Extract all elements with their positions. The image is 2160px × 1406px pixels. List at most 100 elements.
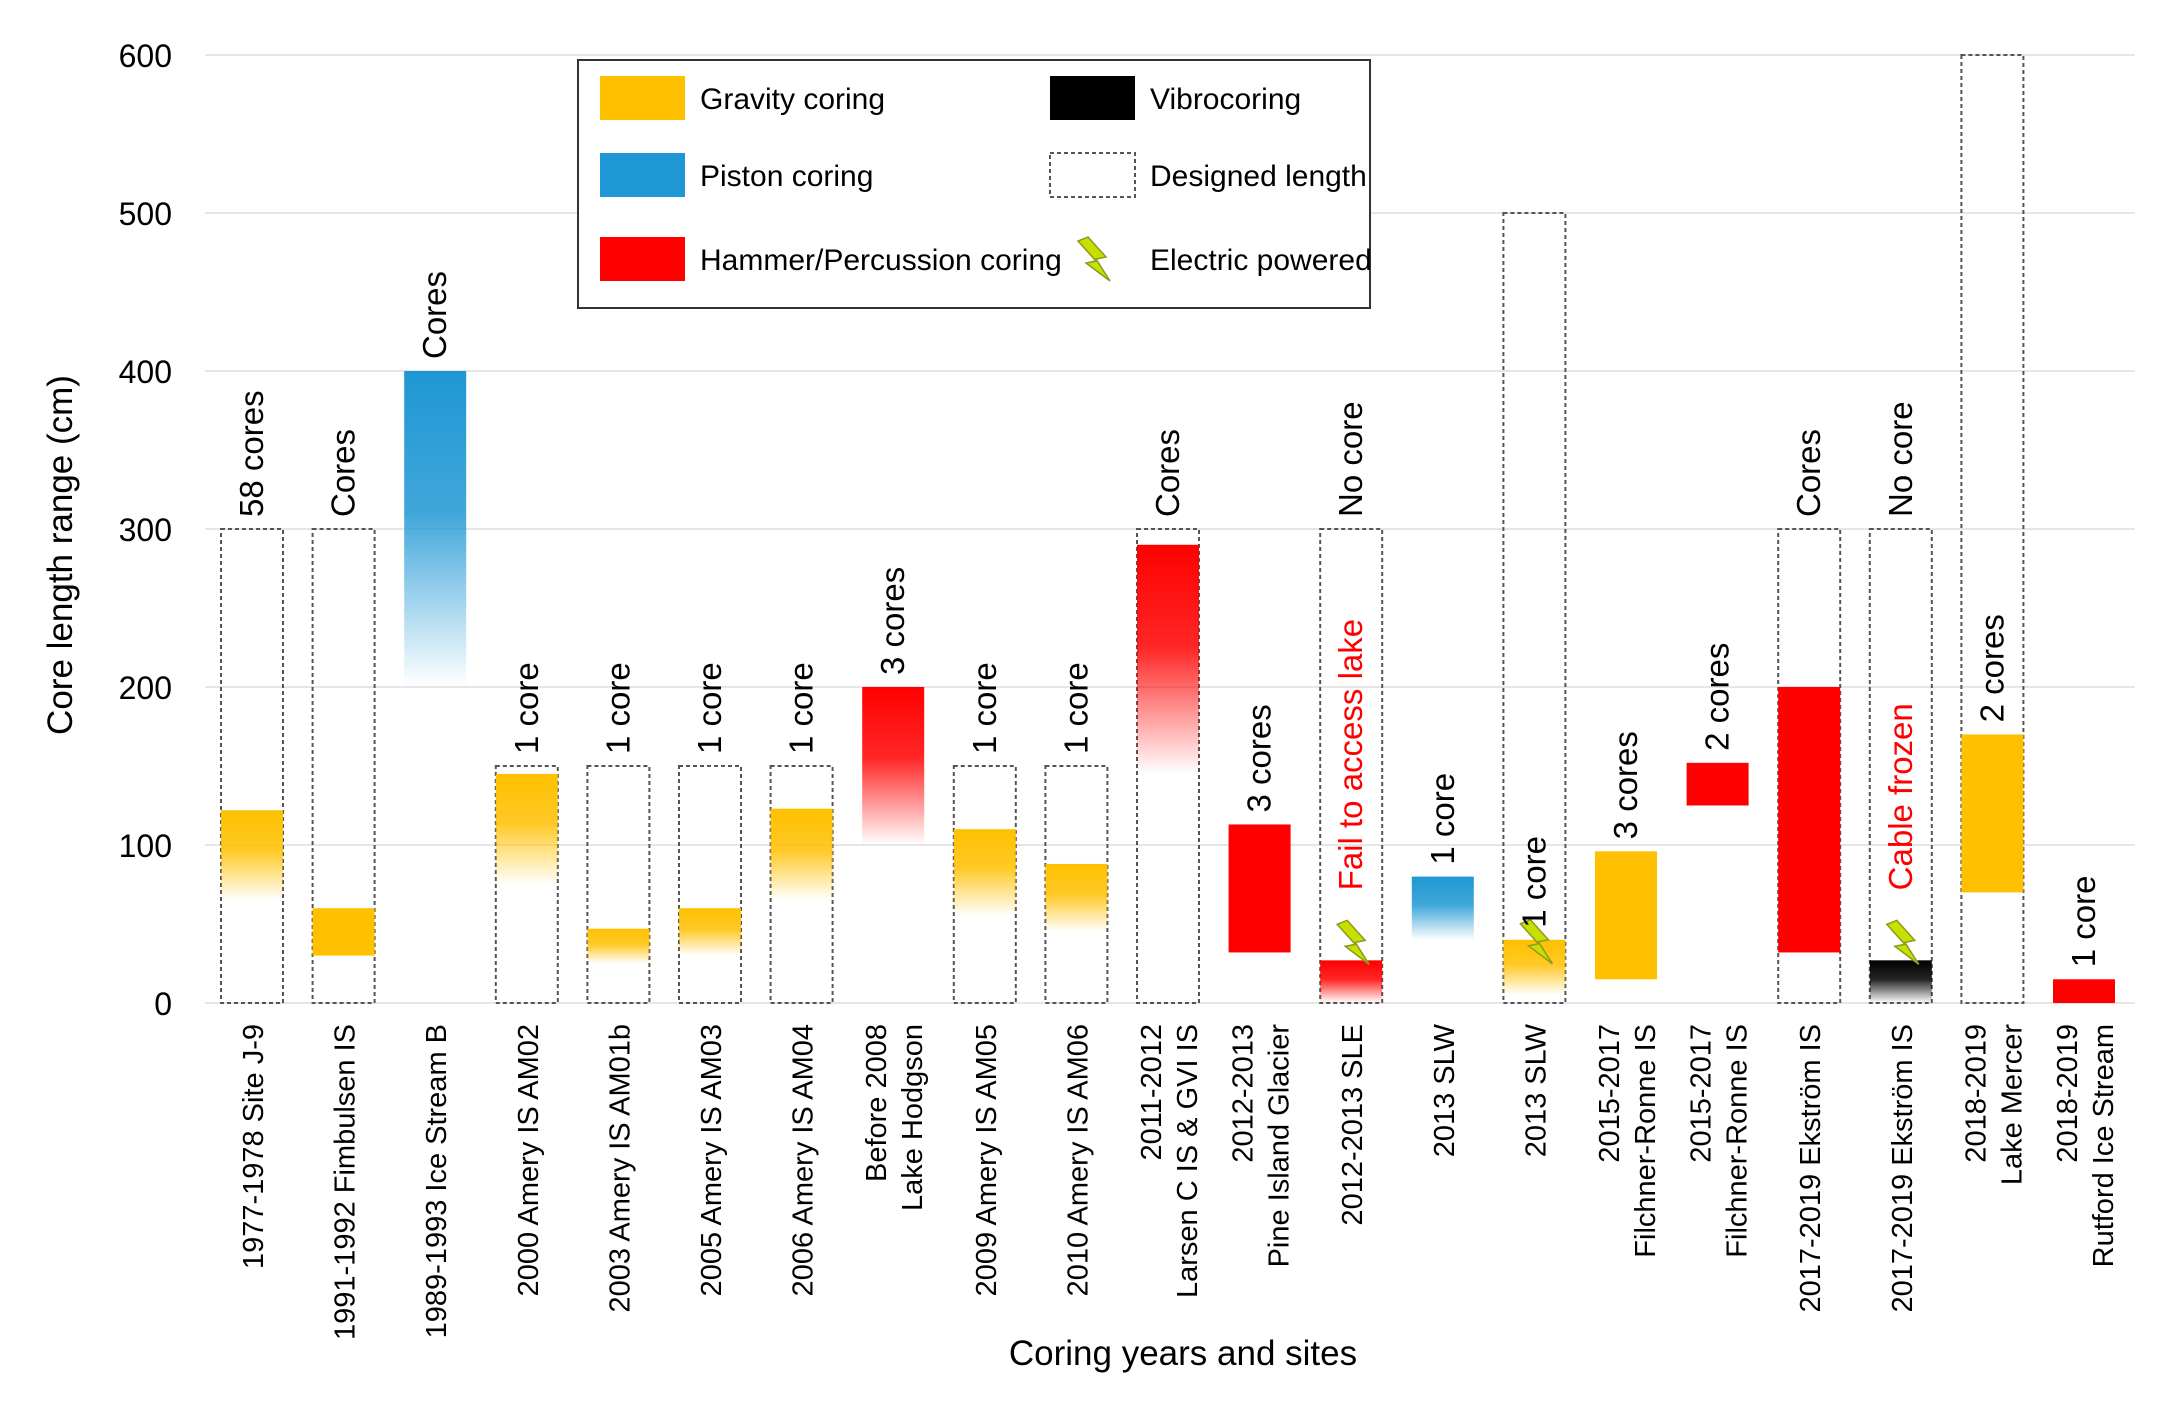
y-tick-label: 600: [119, 38, 172, 74]
bar-label: 1 core: [691, 662, 728, 754]
bar-label: 1 core: [508, 662, 545, 754]
x-tick-label: Lake Mercer: [1996, 1024, 2028, 1186]
bar-gravity: [770, 808, 833, 901]
y-tick-label: 300: [119, 512, 172, 548]
bar-piston: [1411, 876, 1474, 940]
bar-label: 2 cores: [1973, 614, 2010, 722]
y-tick-label: 500: [119, 196, 172, 232]
x-tick-label: Filchner-Ronne IS: [1630, 1024, 1662, 1258]
x-tick-label: 2012-2013: [1228, 1024, 1260, 1163]
x-tick-label: 2013 SLW: [1429, 1023, 1461, 1157]
bar-label: No core: [1882, 401, 1919, 517]
x-tick-label: 2018-2019: [1960, 1024, 1992, 1163]
bar-labels: 58 cores Cores Cores 1 core 1 core 1 core 1 co…: [233, 271, 2102, 967]
bar-label: Cores: [1149, 429, 1186, 517]
x-tick-label: Larsen C IS & GVI IS: [1172, 1024, 1204, 1298]
x-tick-label: 2011-2012: [1136, 1024, 1168, 1161]
designed-length-box: [1960, 54, 2025, 1004]
bar-label: 1 core: [966, 662, 1003, 754]
electric-icon: [1885, 919, 1920, 965]
bar-label: 3 cores: [1607, 731, 1644, 839]
x-tick-label: 2010 Amery IS AM06: [1062, 1024, 1094, 1296]
bar-label: No core: [1332, 401, 1369, 517]
y-axis: 0 100 200 300 400 500 600: [119, 38, 172, 1022]
legend-label-vibro: Vibrocoring: [1150, 83, 1301, 116]
bar-label: 58 cores: [233, 390, 270, 517]
bar-label: 1 core: [1515, 836, 1552, 928]
bar-gravity: [587, 928, 650, 964]
bar-hammer: [2053, 979, 2115, 1003]
bar-status-label: Fail to access lake: [1332, 619, 1369, 890]
x-tick-label: Filchner-Ronne IS: [1722, 1024, 1754, 1258]
x-axis-title: Coring years and sites: [1009, 1334, 1357, 1373]
legend: Gravity coring Vibrocoring Piston coring De…: [577, 59, 1372, 309]
y-tick-label: 400: [119, 354, 172, 390]
bar-gravity: [953, 829, 1016, 917]
bar-label: 3 cores: [874, 567, 911, 675]
x-tick-label: 2012-2013 SLE: [1337, 1024, 1369, 1226]
bar-gravity: [679, 908, 741, 956]
bar-label: 1 core: [599, 662, 636, 754]
designed-length-box: [311, 528, 376, 1004]
bar-label: 2 cores: [1699, 643, 1736, 751]
legend-label-piston: Piston coring: [700, 160, 873, 193]
x-tick-labels: 1977-1978 Site J-9 1991-1992 Fimbulsen IS…: [238, 1023, 2120, 1340]
bar-gravity: [1045, 863, 1108, 932]
bar-piston: [404, 371, 467, 687]
bar-label: Cores: [1790, 429, 1827, 517]
y-tick-label: 100: [119, 828, 172, 864]
legend-label-electric: Electric powered: [1150, 244, 1372, 277]
x-tick-label: Lake Hodgson: [897, 1024, 929, 1211]
x-tick-label: 1989-1993 Ice Stream B: [421, 1024, 453, 1338]
x-tick-label: 2013 SLW: [1520, 1023, 1552, 1157]
bar-hammer: [862, 687, 925, 845]
x-tick-label: 2017-2019 Ekström IS: [1887, 1024, 1919, 1313]
x-tick-label: 1977-1978 Site J-9: [238, 1024, 270, 1269]
x-tick-label: Pine Island Glacier: [1264, 1024, 1296, 1268]
bar-label: 1 core: [1424, 773, 1461, 865]
x-tick-label: 2005 Amery IS AM03: [696, 1024, 728, 1296]
x-tick-label: 1991-1992 Fimbulsen IS: [330, 1024, 362, 1340]
bar-status-label: Cable frozen: [1882, 703, 1919, 890]
bar-hammer: [1228, 824, 1291, 953]
legend-swatch-vibro: [1050, 76, 1135, 120]
designed-length-box: [220, 528, 284, 1004]
x-tick-label: 2009 Amery IS AM05: [971, 1024, 1003, 1296]
core-bars: [221, 371, 2115, 1003]
bar-gravity: [1961, 734, 2024, 893]
legend-swatch-designed: [1049, 152, 1136, 198]
x-tick-label: 2017-2019 Ekström IS: [1795, 1024, 1827, 1313]
legend-swatch-gravity: [600, 76, 685, 120]
bar-label: 1 core: [2065, 876, 2102, 968]
legend-label-designed: Designed length: [1150, 160, 1367, 193]
electric-icon: [1519, 918, 1554, 965]
bar-label: 3 cores: [1241, 704, 1278, 812]
bar-hammer: [1686, 762, 1749, 806]
y-axis-title: Core length range (cm): [41, 375, 80, 735]
y-tick-label: 200: [119, 670, 172, 706]
bar-label: Cores: [325, 429, 362, 517]
electric-icon: [1335, 919, 1370, 965]
bar-hammer: [1320, 960, 1383, 1003]
legend-label-hammer: Hammer/Percussion coring: [700, 244, 1062, 277]
bar-gravity: [221, 810, 283, 901]
y-tick-label: 0: [154, 986, 172, 1022]
x-tick-label: Rutford Ice Stream: [2088, 1024, 2120, 1267]
bar-hammer: [1778, 687, 1841, 953]
x-tick-label: 2018-2019: [2052, 1024, 2084, 1163]
x-tick-label: 2015-2017: [1594, 1024, 1626, 1163]
x-tick-label: 2006 Amery IS AM04: [788, 1024, 820, 1296]
designed-length-box: [586, 765, 651, 1004]
electric-icon: [1076, 236, 1111, 282]
bar-gravity: [1595, 851, 1657, 980]
x-tick-label: Before 2008: [861, 1024, 893, 1182]
legend-label-gravity: Gravity coring: [700, 83, 885, 116]
bar-hammer: [1137, 544, 1199, 774]
x-tick-label: 2000 Amery IS AM02: [513, 1024, 545, 1296]
designed-length-box: [678, 765, 742, 1004]
x-tick-label: 2003 Amery IS AM01b: [604, 1024, 636, 1313]
bar-label: 1 core: [1057, 662, 1094, 754]
x-tick-label: 2015-2017: [1686, 1024, 1718, 1163]
legend-swatch-hammer: [600, 237, 685, 281]
